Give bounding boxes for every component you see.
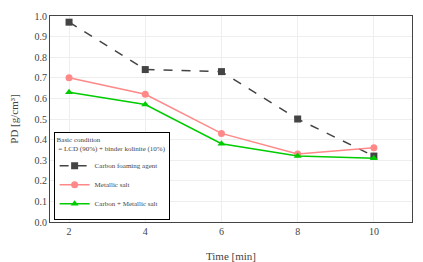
svg-text:1.0: 1.0 [35, 11, 48, 22]
svg-text:6: 6 [219, 226, 224, 237]
svg-text:0.2: 0.2 [35, 175, 48, 186]
svg-text:0.1: 0.1 [35, 196, 48, 207]
svg-text:8: 8 [295, 226, 300, 237]
svg-text:0.4: 0.4 [35, 134, 48, 145]
svg-text:2: 2 [67, 226, 72, 237]
svg-text:0.6: 0.6 [35, 93, 48, 104]
svg-text:0.3: 0.3 [35, 155, 48, 166]
svg-text:PD [g/cm³]: PD [g/cm³] [8, 94, 20, 143]
svg-text:0.8: 0.8 [35, 52, 48, 63]
svg-text:Basic condition = LCD (90%) +: Basic condition = LCD (90%) + binder kol… [57, 136, 166, 153]
svg-text:Carbon foaming agent: Carbon foaming agent [95, 162, 158, 170]
svg-text:10: 10 [369, 226, 379, 237]
svg-text:0.5: 0.5 [35, 114, 48, 125]
svg-text:0.0: 0.0 [35, 217, 48, 228]
svg-text:Carbon + Metallic salt: Carbon + Metallic salt [95, 200, 158, 208]
svg-text:0.9: 0.9 [35, 31, 48, 42]
svg-text:4: 4 [143, 226, 148, 237]
svg-text:Metallic salt: Metallic salt [95, 181, 130, 189]
svg-text:0.7: 0.7 [35, 72, 48, 83]
svg-text:Time [min]: Time [min] [206, 250, 256, 262]
